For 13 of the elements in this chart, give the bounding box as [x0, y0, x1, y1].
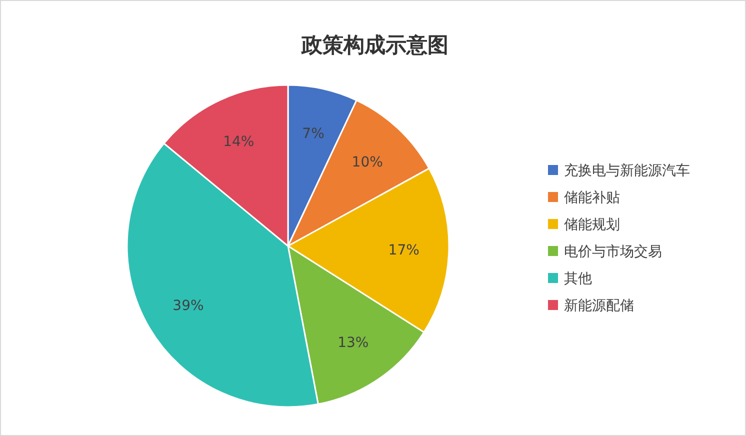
legend-label: 其他	[564, 271, 592, 287]
legend-label: 储能补贴	[564, 190, 620, 206]
legend-label: 新能源配储	[564, 298, 634, 314]
legend-label: 储能规划	[564, 217, 620, 233]
data-label: 10%	[352, 154, 383, 170]
chart-title: 政策构成示意图	[300, 32, 448, 57]
data-label: 13%	[338, 334, 369, 351]
data-label: 39%	[172, 298, 204, 314]
data-label: 14%	[223, 134, 254, 150]
data-label: 17%	[388, 242, 420, 259]
legend-label: 充换电与新能源汽车	[564, 163, 690, 179]
data-label: 7%	[302, 126, 324, 142]
legend-label: 电价与市场交易	[564, 244, 662, 260]
